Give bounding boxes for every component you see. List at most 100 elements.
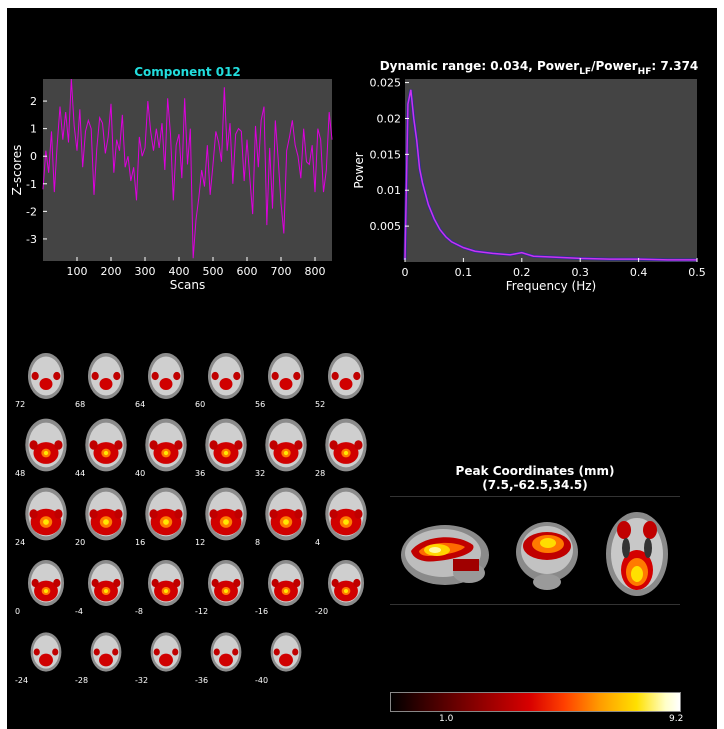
spectrum-ytick-label: 0.02 (377, 112, 402, 125)
brain-slice: 32 (255, 415, 313, 479)
spectrum-ytick-label: 0.01 (377, 184, 402, 197)
slice-image (265, 487, 307, 541)
slice-label: 20 (75, 538, 86, 547)
spectrum-title: Dynamic range: 0.034, PowerLF/PowerHF: 7… (380, 59, 699, 77)
slice-label: 72 (15, 400, 26, 409)
slice-label: -40 (255, 676, 269, 685)
slice-label: -20 (315, 607, 329, 616)
timecourse-ytick-label: 0 (30, 150, 37, 163)
slice-label: 36 (195, 469, 206, 478)
slice-label: 24 (15, 538, 26, 547)
timecourse-xtick-label: 300 (135, 265, 156, 278)
colorbar-min-label: 1.0 (439, 714, 454, 724)
slice-label: 48 (15, 469, 26, 478)
brain-slice: 0 (15, 553, 73, 617)
timecourse-series-line (42, 78, 333, 259)
slice-image (85, 418, 127, 472)
brain-slice: 8 (255, 484, 313, 548)
slice-label: 52 (315, 400, 326, 409)
peak-coords: (7.5,-62.5,34.5) (482, 478, 588, 492)
timecourse-ytick-label: -2 (26, 205, 37, 218)
slice-image (30, 632, 62, 672)
brain-slice: 56 (255, 346, 313, 410)
slice-image (267, 353, 305, 399)
slice-label: -36 (195, 676, 209, 685)
slice-image (270, 632, 302, 672)
slice-image (327, 353, 365, 399)
peak-title: Peak Coordinates (mm) (455, 464, 615, 478)
timecourse-xtick-label: 700 (271, 265, 292, 278)
timecourse-ytick-label: -3 (26, 233, 37, 246)
slice-image (325, 487, 367, 541)
slice-image (27, 560, 65, 606)
slice-label: 40 (135, 469, 146, 478)
timecourse-plot-area (43, 79, 332, 261)
brain-slice: -28 (75, 622, 133, 686)
figure-window: 100 200 300 400 500 600 700 800 -3 -2 -1 0 1 2 Compone… (7, 8, 717, 729)
slice-label: 68 (75, 400, 86, 409)
brain-slice: 36 (195, 415, 253, 479)
timecourse-xtick-label: 600 (237, 265, 258, 278)
slice-label: 4 (315, 538, 321, 547)
slice-montage: 72 68 64 60 56 52 48 44 40 36 32 28 24 20 16 12 8 4 0 -4 -8-… (7, 338, 377, 698)
spectrum-xtick-label: 0.3 (571, 266, 589, 279)
spectrum-ytick-label: 0.025 (370, 77, 402, 90)
slice-label: 32 (255, 469, 266, 478)
brain-slice: -20 (315, 553, 373, 617)
slice-image (267, 560, 305, 606)
timecourse-ytick-label: 2 (30, 95, 37, 108)
slice-image (85, 487, 127, 541)
slice-label: 16 (135, 538, 146, 547)
timecourse-xtick-label: 200 (101, 265, 122, 278)
slice-label: 0 (15, 607, 21, 616)
slice-image (145, 418, 187, 472)
slice-image (205, 487, 247, 541)
sagittal-view (401, 525, 489, 585)
brain-slice: 64 (135, 346, 193, 410)
slice-image (25, 418, 67, 472)
spectrum-ylabel: Power (352, 152, 366, 188)
brain-slice: 68 (75, 346, 133, 410)
spectrum-ytick-label: 0.015 (370, 148, 402, 161)
slice-label: 64 (135, 400, 146, 409)
slice-label: -16 (255, 607, 269, 616)
slice-label: -24 (15, 676, 29, 685)
spectrum-plot-area (405, 79, 697, 262)
slice-label: -12 (195, 607, 209, 616)
timecourse-xtick-label: 400 (169, 265, 190, 278)
slice-image (327, 560, 365, 606)
brain-slice: 12 (195, 484, 253, 548)
coronal-view (516, 522, 578, 590)
slice-image (265, 418, 307, 472)
colorbar (390, 692, 681, 712)
slice-image (147, 560, 185, 606)
slice-image (25, 487, 67, 541)
brain-slice: 20 (75, 484, 133, 548)
slice-image (145, 487, 187, 541)
slice-label: 28 (315, 469, 326, 478)
colorbar-max-label: 9.2 (669, 714, 684, 724)
timecourse-xtick-label: 800 (305, 265, 326, 278)
slice-label: 60 (195, 400, 206, 409)
slice-image (27, 353, 65, 399)
slice-image (87, 353, 125, 399)
brain-slice: 40 (135, 415, 193, 479)
slice-image (207, 353, 245, 399)
brain-slice: -24 (15, 622, 73, 686)
brain-slice: 44 (75, 415, 133, 479)
slice-image (90, 632, 122, 672)
brain-slice: 28 (315, 415, 373, 479)
slice-label: -32 (135, 676, 149, 685)
slice-image (205, 418, 247, 472)
brain-slice: -8 (135, 553, 193, 617)
brain-slice: 72 (15, 346, 73, 410)
slice-label: 8 (255, 538, 261, 547)
brain-slice: 24 (15, 484, 73, 548)
spectrum-xtick-label: 0 (402, 266, 409, 279)
slice-image (325, 418, 367, 472)
peak-top-rule (390, 496, 680, 497)
slice-label: 12 (195, 538, 206, 547)
brain-slice: -40 (255, 622, 313, 686)
spectrum-xtick-label: 0.1 (455, 266, 473, 279)
slice-image (87, 560, 125, 606)
